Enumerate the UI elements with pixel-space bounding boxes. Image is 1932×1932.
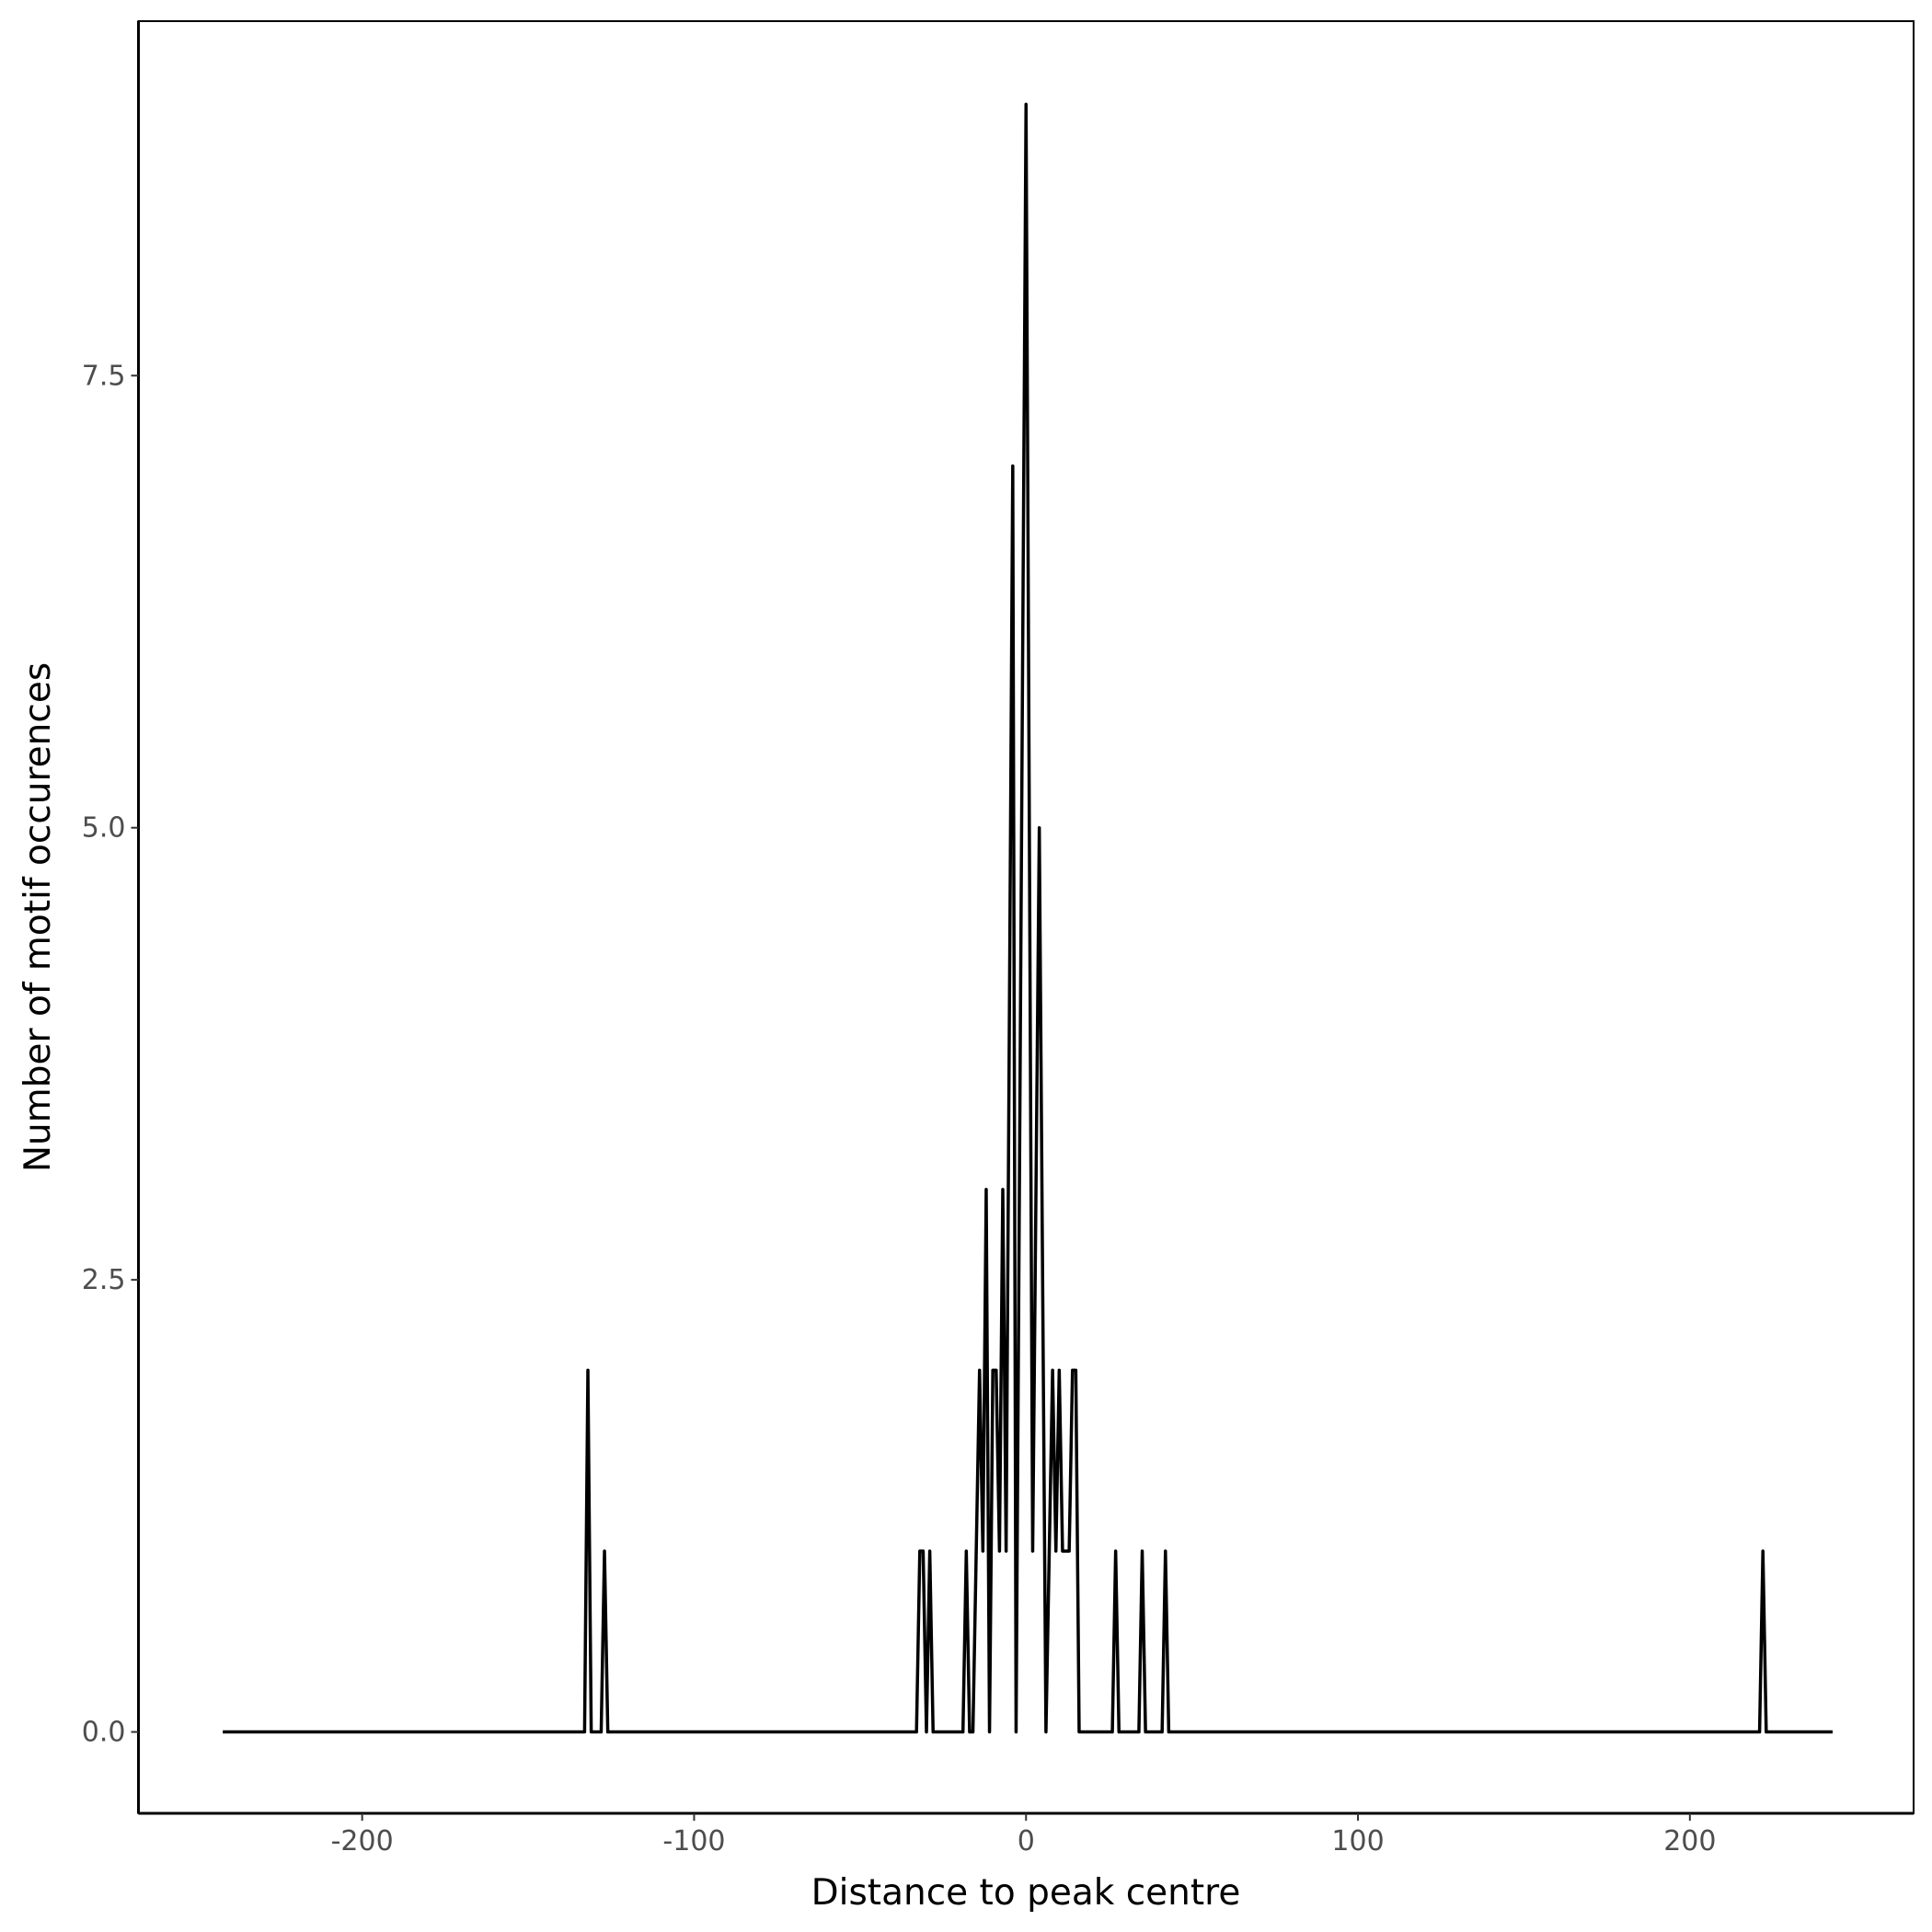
x-tick-label: 0 — [1018, 1825, 1035, 1857]
x-tick-label: 100 — [1331, 1825, 1384, 1857]
y-tick-label: 0.0 — [82, 1717, 126, 1749]
x-tick-label: -200 — [331, 1825, 394, 1857]
y-tick-label: 7.5 — [82, 360, 126, 392]
y-tick-label: 2.5 — [82, 1264, 126, 1296]
x-tick-label: -100 — [662, 1825, 725, 1857]
x-tick-label: 200 — [1663, 1825, 1716, 1857]
line — [223, 102, 1833, 1734]
y-tick-label: 5.0 — [82, 812, 126, 845]
y-axis-title: Number of motif occurences — [17, 662, 59, 1172]
x-axis-title: Distance to peak centre — [811, 1872, 1241, 1914]
